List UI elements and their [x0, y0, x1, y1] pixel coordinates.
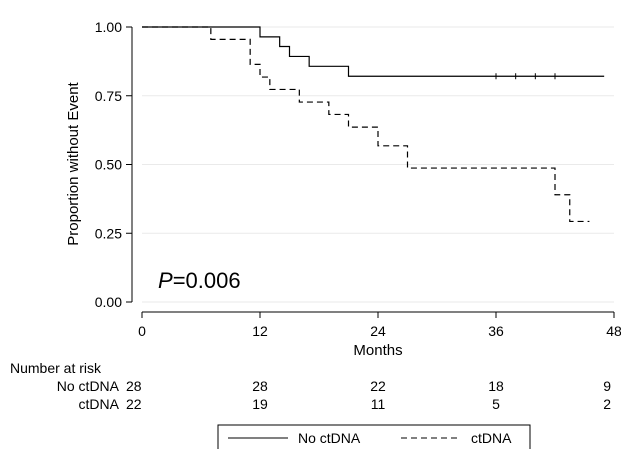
series-line-ctdna — [142, 26, 590, 223]
x-tick-label: 24 — [370, 323, 386, 339]
risk-value: 5 — [492, 396, 500, 412]
risk-value: 2 — [603, 396, 611, 412]
risk-table-title: Number at risk — [10, 360, 102, 376]
y-ticks: 0.00 0.25 0.50 0.75 1.00 — [95, 19, 132, 310]
risk-row-label: No ctDNA — [57, 378, 120, 394]
x-tick-label: 36 — [488, 323, 504, 339]
p-value-italic: P — [158, 268, 173, 293]
risk-table: Number at risk No ctDNA 28 28 22 18 9 ctDNA 22 1… — [10, 360, 611, 412]
risk-value: 9 — [603, 378, 611, 394]
x-tick-label: 12 — [252, 323, 268, 339]
y-axis-title: Proportion without Event — [65, 81, 82, 245]
y-tick-label: 0.25 — [95, 225, 122, 241]
x-ticks: 0 12 24 36 48 — [138, 312, 621, 339]
series-line-no-ctdna — [142, 26, 605, 77]
y-tick-label: 0.75 — [95, 88, 122, 104]
legend: No ctDNA ctDNA — [217, 424, 531, 449]
x-axis-title: Months — [353, 342, 402, 359]
risk-value: 18 — [488, 378, 504, 394]
x-tick-label: 48 — [606, 323, 621, 339]
risk-value: 19 — [252, 396, 268, 412]
y-tick-label: 0.50 — [95, 157, 122, 173]
p-value-text: =0.006 — [173, 268, 241, 293]
risk-value: 28 — [126, 378, 142, 394]
x-tick-label: 0 — [138, 323, 146, 339]
legend-label-no-ctdna: No ctDNA — [298, 430, 361, 446]
legend-label-ctdna: ctDNA — [471, 430, 512, 446]
legend-box — [217, 424, 531, 449]
risk-value: 22 — [126, 396, 142, 412]
y-tick-label: 0.00 — [95, 294, 122, 310]
risk-row-label: ctDNA — [79, 396, 120, 412]
y-tick-label: 1.00 — [95, 19, 122, 35]
p-value-annotation: P=0.006 — [158, 268, 241, 293]
gridlines — [142, 26, 614, 303]
risk-value: 28 — [252, 378, 268, 394]
series-group — [142, 26, 605, 223]
risk-value: 22 — [370, 378, 386, 394]
risk-value: 11 — [371, 396, 386, 412]
